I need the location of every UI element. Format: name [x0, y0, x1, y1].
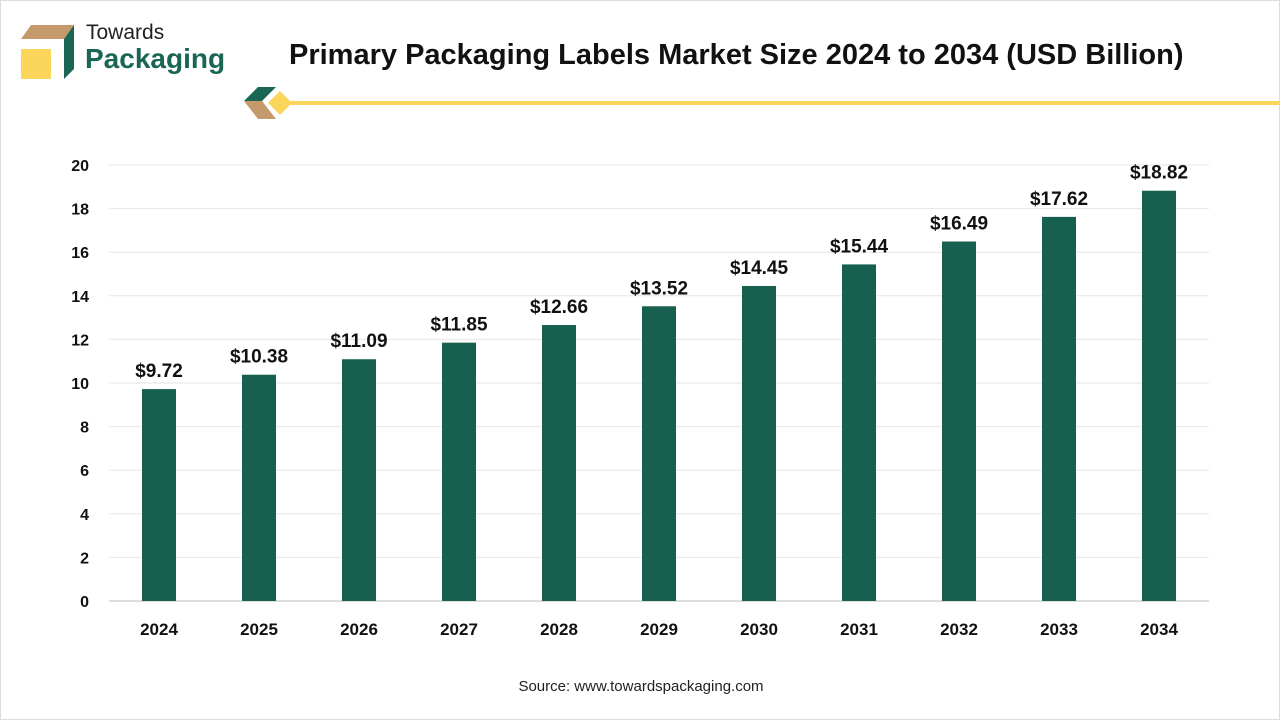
y-tick-label: 16	[71, 245, 89, 262]
data-label: $18.82	[1130, 163, 1188, 184]
x-tick-label: 2034	[1140, 620, 1178, 639]
x-tick-label: 2029	[640, 620, 678, 639]
bar	[542, 325, 576, 601]
y-tick-label: 20	[71, 158, 89, 175]
logo-text-towards: Towards	[86, 21, 165, 44]
bar	[742, 285, 776, 601]
y-tick-label: 6	[80, 463, 89, 480]
y-tick-label: 0	[80, 594, 89, 611]
data-label: $16.49	[930, 214, 988, 235]
bar	[942, 241, 976, 601]
data-label: $10.38	[230, 347, 288, 368]
bar	[842, 264, 876, 601]
data-label: $9.72	[135, 361, 183, 382]
bar	[442, 342, 476, 601]
source-note: Source: www.towardspackaging.com	[518, 678, 764, 695]
bar	[1142, 190, 1176, 601]
bar	[142, 389, 176, 601]
data-label: $17.62	[1030, 189, 1088, 210]
title-underline-decoration	[244, 87, 1280, 119]
data-label: $11.85	[430, 315, 487, 336]
x-tick-label: 2028	[540, 620, 578, 639]
y-tick-label: 10	[71, 376, 89, 393]
bar	[342, 359, 376, 601]
bar	[242, 374, 276, 601]
data-label: $14.45	[730, 258, 789, 279]
bar	[1042, 216, 1076, 601]
y-tick-label: 8	[80, 420, 89, 437]
x-tick-label: 2032	[940, 620, 978, 639]
y-tick-label: 2	[80, 550, 89, 567]
y-tick-label: 18	[71, 202, 89, 219]
x-tick-label: 2027	[440, 620, 478, 639]
data-label: $15.44	[830, 236, 889, 257]
data-label: $12.66	[530, 297, 588, 318]
y-tick-label: 14	[71, 289, 89, 306]
y-tick-label: 4	[80, 507, 89, 524]
x-tick-label: 2031	[840, 620, 878, 639]
data-label: $13.52	[630, 278, 688, 299]
x-tick-label: 2026	[340, 620, 378, 639]
bar	[642, 306, 676, 601]
towards-packaging-logo	[21, 25, 74, 79]
x-tick-label: 2025	[240, 620, 278, 639]
x-tick-label: 2030	[740, 620, 778, 639]
chart-title: Primary Packaging Labels Market Size 202…	[289, 39, 1184, 71]
x-tick-label: 2024	[140, 620, 178, 639]
data-label: $11.09	[330, 331, 387, 352]
x-tick-label: 2033	[1040, 620, 1078, 639]
logo-text-packaging: Packaging	[85, 43, 226, 74]
y-tick-label: 12	[71, 332, 89, 349]
